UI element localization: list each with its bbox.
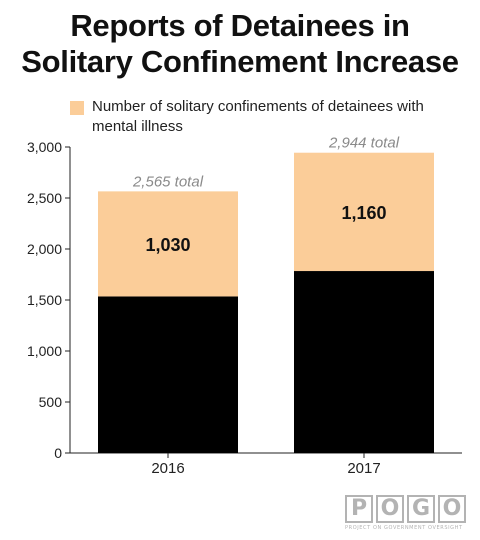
legend-swatch: [70, 101, 84, 115]
bar-segment-base: [98, 296, 238, 453]
logo-letter: O: [438, 495, 466, 523]
y-tick-label: 500: [39, 394, 63, 410]
segment-value-label: 1,030: [145, 235, 190, 255]
y-tick-label: 1,500: [27, 292, 62, 308]
bar-segment-mental-illness: [98, 191, 238, 297]
segment-value-label: 1,160: [341, 203, 386, 223]
chart-title-line-2: Solitary Confinement Increase: [21, 44, 459, 79]
pogo-logo: P O G O PROJECT ON GOVERNMENT OVERSIGHT: [345, 495, 475, 535]
logo-letter: P: [345, 495, 373, 523]
chart-title-line-1: Reports of Detainees in: [70, 8, 410, 43]
total-label: 2,944 total: [328, 135, 400, 152]
y-tick-label: 1,000: [27, 343, 62, 359]
y-tick-label: 3,000: [27, 139, 62, 155]
bar-segment-base: [294, 271, 434, 453]
total-label: 2,565 total: [132, 173, 204, 190]
logo-letter: G: [407, 495, 435, 523]
y-tick-label: 2,000: [27, 241, 62, 257]
logo-subtitle: PROJECT ON GOVERNMENT OVERSIGHT: [345, 525, 463, 531]
chart-title: Reports of Detainees in Solitary Confine…: [0, 8, 480, 80]
x-category-label: 2016: [151, 460, 184, 477]
x-category-label: 2017: [347, 460, 380, 477]
bar-segment-mental-illness: [294, 152, 434, 272]
y-tick-label: 0: [54, 445, 62, 461]
y-tick-label: 2,500: [27, 190, 62, 206]
legend-label: Number of solitary confinements of detai…: [92, 98, 424, 135]
logo-letter: O: [376, 495, 404, 523]
